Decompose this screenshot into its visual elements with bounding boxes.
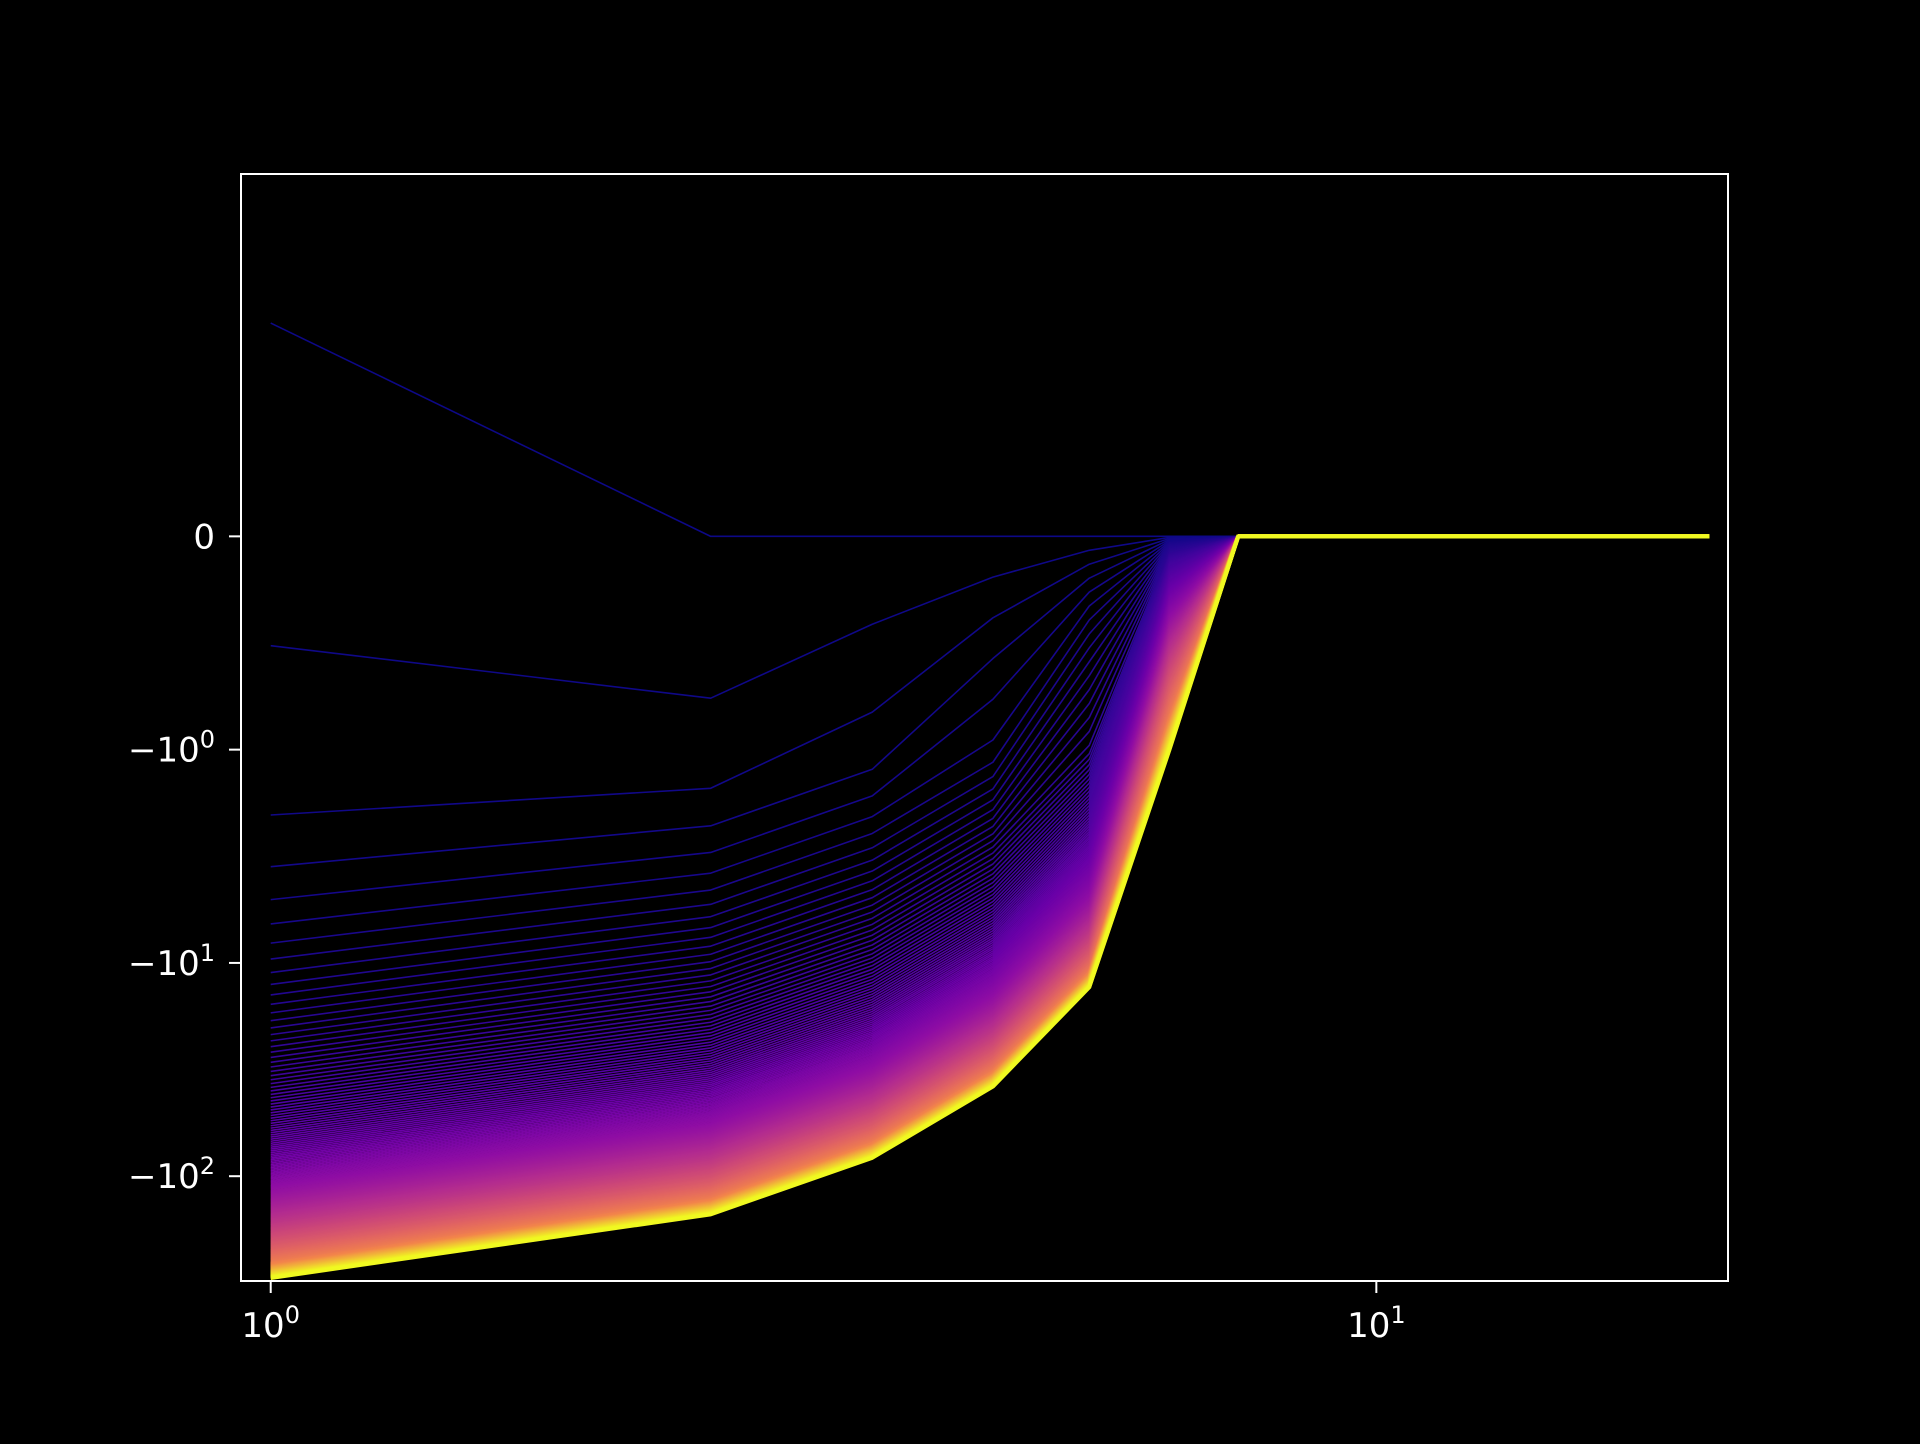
series-line bbox=[270, 534, 1710, 1280]
y-tick-label: 0 bbox=[193, 517, 215, 557]
y-tick-label: −100 bbox=[128, 726, 215, 771]
series-layer bbox=[270, 322, 1710, 1280]
y-tick-label: −102 bbox=[128, 1152, 215, 1197]
x-tick-label: 101 bbox=[1347, 1301, 1406, 1346]
axes-frame bbox=[240, 173, 1729, 1282]
y-tick-label: −101 bbox=[128, 939, 215, 984]
x-tick-label: 100 bbox=[241, 1301, 300, 1346]
axes-layer: 100 101 0 −100 −101 −102 bbox=[128, 173, 1729, 1346]
